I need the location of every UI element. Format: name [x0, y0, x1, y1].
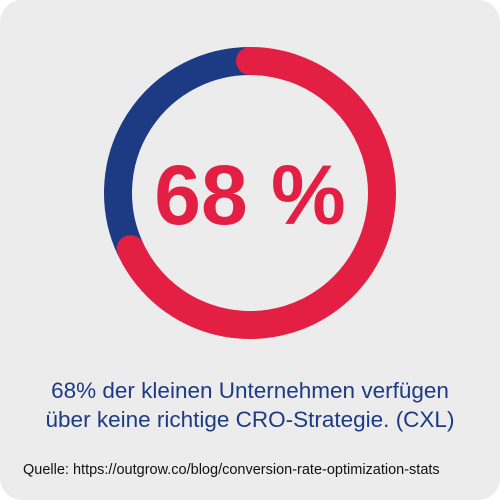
- source-citation: Quelle: https://outgrow.co/blog/conversi…: [23, 462, 440, 478]
- donut-segment-remainder: [104, 47, 251, 256]
- chart-caption: 68% der kleinen Unternehmen verfügen übe…: [0, 376, 500, 434]
- donut-segment-cap-end: [116, 235, 145, 264]
- donut-segment-highlighted: [117, 47, 396, 339]
- donut-segment-cap-start: [236, 47, 264, 75]
- center-percentage: 68 %: [154, 148, 346, 242]
- caption-line-1: 68% der kleinen Unternehmen verfügen: [51, 378, 449, 403]
- caption-line-2: über keine richtige CRO-Strategie. (CXL): [45, 407, 455, 432]
